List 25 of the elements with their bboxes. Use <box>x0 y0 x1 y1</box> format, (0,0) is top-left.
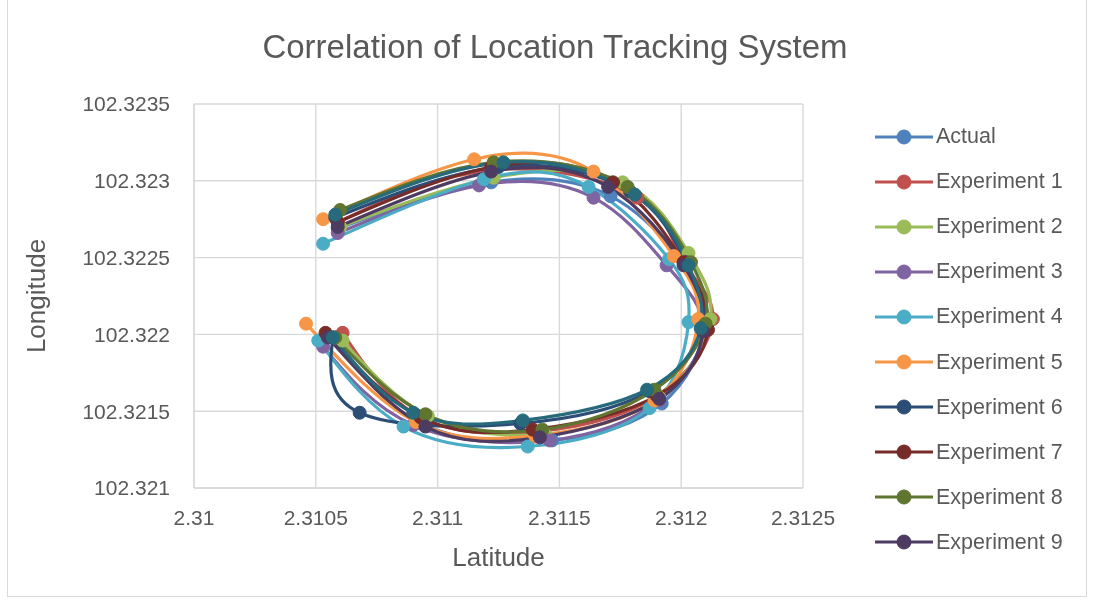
legend-label: Experiment 9 <box>936 529 1063 555</box>
legend-label: Experiment 2 <box>936 214 1063 240</box>
y-tick-label: 102.322 <box>94 322 170 346</box>
y-tick-label: 102.323 <box>94 169 170 193</box>
legend-label: Experiment 7 <box>936 439 1063 465</box>
x-axis-title: Latitude <box>452 541 545 573</box>
x-tick-label: 2.311 <box>412 505 464 529</box>
x-tick-label: 2.312 <box>654 505 708 529</box>
x-tick-label: 2.3125 <box>770 505 836 529</box>
y-tick-label: 102.3215 <box>82 399 170 423</box>
x-tick-label: 2.3115 <box>528 505 591 529</box>
chart-title: Correlation of Location Tracking System <box>261 28 849 66</box>
legend-label: Experiment 6 <box>936 394 1063 420</box>
legend-label: Experiment 3 <box>936 259 1063 285</box>
x-tick-label: 2.3105 <box>283 505 348 529</box>
legend-label: Experiment 8 <box>936 484 1063 510</box>
legend-label: Experiment 4 <box>936 304 1063 330</box>
x-tick-label: 2.31 <box>173 505 215 529</box>
legend-label: Actual <box>936 124 996 150</box>
legend-label: Experiment 1 <box>936 169 1063 195</box>
y-tick-label: 102.3235 <box>82 92 170 116</box>
y-tick-label: 102.321 <box>94 476 170 500</box>
legend-label: Experiment 5 <box>936 349 1063 375</box>
y-axis-title: Longitude <box>20 238 52 354</box>
y-tick-label: 102.3225 <box>82 246 170 270</box>
